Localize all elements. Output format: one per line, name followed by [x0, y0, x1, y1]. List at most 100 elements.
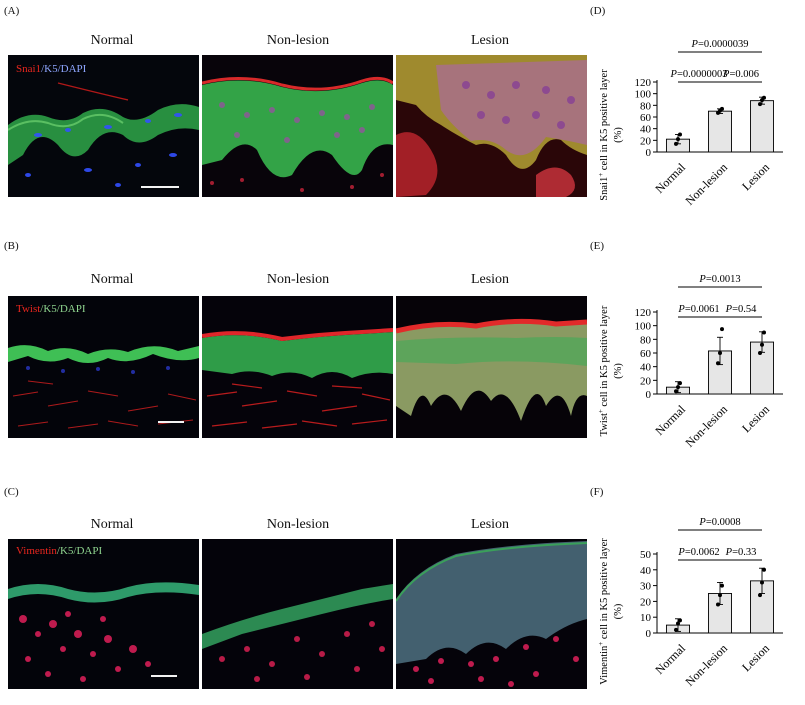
x-tick-label: Lesion: [739, 160, 772, 193]
micrograph-normal-snai1: Snai1/K5/DAPI: [8, 55, 199, 197]
data-point: [720, 583, 724, 588]
column-title-non-lesion: Non-lesion: [266, 33, 330, 48]
data-point: [674, 389, 678, 394]
y-tick-label: 80: [640, 334, 652, 346]
y-axis-unit: (%): [613, 363, 624, 379]
micrograph-lesion-vimentin: [396, 539, 587, 689]
column-title-lesion: Lesion: [470, 272, 510, 287]
p-value: =0.0000039: [698, 39, 749, 50]
chart-label-e: (E): [590, 240, 605, 252]
p-symbol: P: [677, 547, 685, 558]
data-point: [762, 95, 766, 100]
data-point: [720, 327, 724, 332]
y-axis-label: Twist+ cell in K5 positive layer: [597, 305, 610, 436]
data-point: [762, 567, 766, 572]
y-tick-label: 30: [640, 581, 652, 593]
x-tick-label: Lesion: [739, 641, 772, 674]
y-tick-label: 20: [640, 596, 652, 608]
stain-legend-vimentin: Vimentin/K5/DAPI: [16, 545, 102, 557]
y-tick-label: 10: [640, 612, 652, 624]
panel-label-c: (C): [4, 486, 19, 498]
data-point: [758, 593, 762, 598]
column-title-non-lesion: Non-lesion: [266, 272, 330, 287]
x-tick-label: Non-lesion: [683, 160, 731, 208]
y-tick-label: 80: [640, 100, 652, 112]
p-value-label: P=0.006: [722, 69, 759, 80]
y-axis-unit: (%): [613, 603, 624, 619]
p-value: =0.0062: [685, 547, 720, 558]
y-tick-label: 40: [640, 565, 652, 577]
y-tick-label: 120: [635, 307, 652, 319]
micrograph-lesion-twist: [396, 296, 587, 438]
stain-rest-twist: /K5/DAPI: [40, 303, 86, 315]
p-value-label: P=0.0062: [677, 547, 719, 558]
data-point: [758, 102, 762, 107]
p-symbol: P: [691, 39, 699, 50]
y-tick-label: 40: [640, 362, 652, 374]
p-value-label: P=0.0013: [698, 274, 740, 285]
x-tick-label: Normal: [652, 160, 688, 196]
stain-rest-snai1: /K5/DAPI: [41, 63, 87, 75]
y-axis-label-marker: Snai1: [599, 177, 610, 201]
column-title-lesion: Lesion: [470, 517, 510, 532]
p-symbol: P: [677, 304, 685, 315]
data-point: [718, 351, 722, 355]
data-point: [760, 342, 764, 347]
bar: [707, 110, 732, 153]
data-point: [758, 351, 762, 355]
y-tick-label: 50: [640, 549, 652, 561]
p-value-label: P=0.0000003: [670, 69, 728, 80]
p-symbol: P: [698, 517, 706, 528]
p-value-label: P=0.54: [725, 304, 757, 315]
y-tick-label: 100: [635, 89, 652, 101]
column-title-normal: Normal: [90, 517, 134, 532]
y-axis-label: Snai1+ cell in K5 positive layer: [597, 69, 610, 201]
data-point: [678, 132, 682, 137]
y-axis-label-marker: Vimentin: [599, 645, 610, 685]
micrograph-normal-twist: Twist/K5/DAPI: [8, 296, 199, 438]
bar: [749, 100, 774, 153]
y-tick-label: 0: [646, 147, 652, 159]
y-tick-label: 60: [640, 348, 652, 360]
column-title-lesion: Lesion: [470, 33, 510, 48]
p-value: =0.0000003: [677, 69, 728, 80]
stain-legend-snai1: Snai1/K5/DAPI: [16, 63, 86, 75]
y-axis-label-rest: cell in K5 positive layer: [599, 538, 610, 642]
y-axis-label-marker: Twist: [599, 413, 610, 436]
y-tick-label: 0: [646, 389, 652, 401]
column-title-normal: Normal: [90, 33, 134, 48]
stain-marker-snai1: Snai1: [16, 63, 42, 75]
p-value-label: P=0.0008: [698, 517, 740, 528]
y-axis-label: Vimentin+ cell in K5 positive layer: [597, 538, 610, 685]
p-value-label: P=0.0000039: [691, 39, 749, 50]
data-point: [720, 106, 724, 111]
chart-label-f: (F): [590, 486, 604, 498]
data-point: [678, 618, 682, 623]
stain-legend-twist: Twist/K5/DAPI: [16, 303, 86, 315]
y-axis-label-rest: cell in K5 positive layer: [599, 69, 610, 173]
bar-chart-vimentin: Vimentin+ cell in K5 positive layer (%) 0 1…: [590, 500, 800, 700]
x-tick-label: Lesion: [739, 402, 772, 435]
y-axis-unit: (%): [613, 127, 624, 143]
chart-label-d: (D): [590, 5, 606, 17]
panel-label-a: (A): [4, 5, 20, 17]
bar-chart-snai1: Snai1+ cell in K5 positive layer (%) 0 20 40…: [590, 20, 800, 220]
y-tick-label: 20: [640, 135, 652, 147]
p-value: =0.0008: [706, 517, 741, 528]
data-point: [676, 137, 680, 142]
p-value: =0.33: [732, 547, 756, 558]
data-point: [676, 385, 680, 390]
p-symbol: P: [722, 69, 730, 80]
data-point: [676, 621, 680, 626]
data-point: [718, 593, 722, 598]
y-axis-label-rest: cell in K5 positive layer: [599, 305, 610, 409]
y-tick-label: 100: [635, 321, 652, 333]
y-axis-label-sup: +: [597, 642, 605, 646]
bar-chart-twist: Twist+ cell in K5 positive layer (%) 0 20 40…: [590, 255, 800, 475]
y-tick-label: 0: [646, 628, 652, 640]
p-symbol: P: [670, 69, 678, 80]
p-symbol: P: [725, 304, 733, 315]
x-tick-label: Non-lesion: [683, 641, 731, 689]
p-value: =0.006: [729, 69, 759, 80]
data-point: [716, 602, 720, 607]
